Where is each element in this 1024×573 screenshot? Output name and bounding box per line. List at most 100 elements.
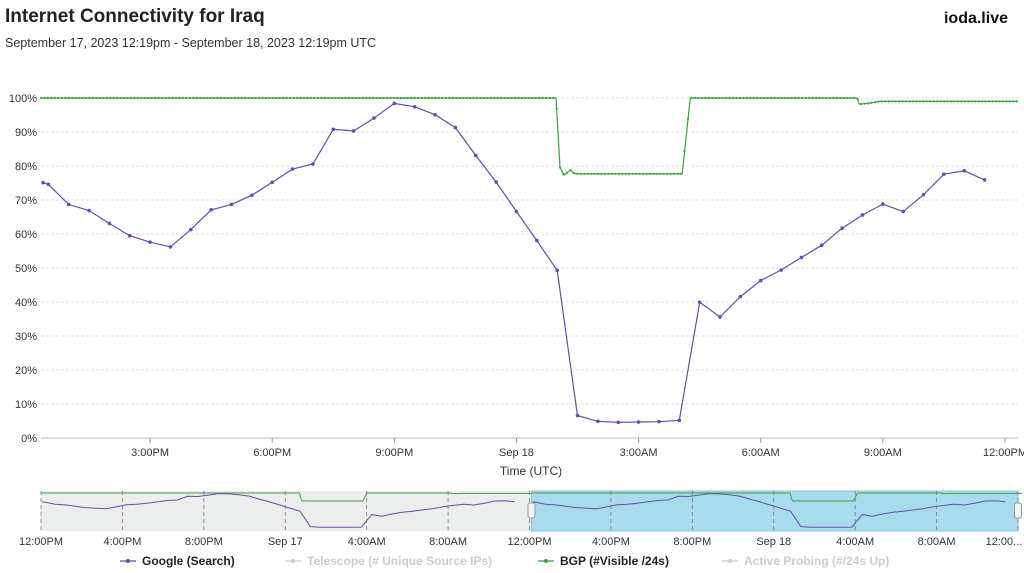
bgp-point[interactable] bbox=[247, 96, 250, 100]
bgp-point[interactable] bbox=[742, 96, 745, 100]
bgp-point[interactable] bbox=[199, 96, 202, 100]
google-point[interactable] bbox=[41, 180, 45, 185]
google-point[interactable] bbox=[453, 125, 458, 130]
bgp-point[interactable] bbox=[257, 96, 261, 100]
bgp-point[interactable] bbox=[500, 96, 503, 100]
bgp-point[interactable] bbox=[842, 96, 845, 100]
bgp-point[interactable] bbox=[967, 100, 970, 103]
bgp-point[interactable] bbox=[451, 96, 454, 100]
bgp-point[interactable] bbox=[278, 96, 281, 100]
bgp-point[interactable] bbox=[43, 96, 46, 100]
bgp-point[interactable] bbox=[458, 96, 461, 100]
google-point[interactable] bbox=[575, 413, 580, 418]
bgp-point[interactable] bbox=[136, 96, 139, 100]
bgp-point[interactable] bbox=[635, 172, 638, 175]
bgp-point[interactable] bbox=[680, 172, 683, 175]
bgp-point[interactable] bbox=[147, 96, 150, 100]
bgp-point[interactable] bbox=[880, 100, 883, 103]
bgp-point[interactable] bbox=[264, 96, 268, 100]
bgp-point[interactable] bbox=[475, 96, 479, 100]
bgp-point[interactable] bbox=[462, 96, 465, 100]
bgp-point[interactable] bbox=[455, 96, 458, 100]
bgp-point[interactable] bbox=[898, 100, 901, 103]
google-point[interactable] bbox=[189, 227, 193, 232]
bgp-point[interactable] bbox=[558, 166, 562, 169]
bgp-point[interactable] bbox=[787, 96, 790, 100]
bgp-point[interactable] bbox=[576, 172, 579, 175]
bgp-point[interactable] bbox=[870, 101, 873, 104]
bgp-point[interactable] bbox=[825, 96, 828, 100]
bgp-point[interactable] bbox=[759, 96, 762, 100]
navigator-handle[interactable] bbox=[527, 502, 536, 519]
google-point[interactable] bbox=[677, 418, 682, 423]
bgp-point[interactable] bbox=[486, 96, 489, 100]
bgp-point[interactable] bbox=[818, 96, 821, 100]
google-point[interactable] bbox=[229, 202, 234, 207]
bgp-point[interactable] bbox=[423, 96, 427, 100]
bgp-point[interactable] bbox=[617, 172, 620, 175]
bgp-point[interactable] bbox=[624, 172, 627, 175]
bgp-point[interactable] bbox=[908, 100, 911, 103]
bgp-point[interactable] bbox=[77, 96, 81, 100]
google-point[interactable] bbox=[942, 172, 946, 176]
bgp-point[interactable] bbox=[631, 172, 634, 175]
bgp-point[interactable] bbox=[67, 96, 70, 100]
bgp-point[interactable] bbox=[731, 96, 735, 100]
bgp-point[interactable] bbox=[88, 96, 91, 100]
navigator[interactable]: 12:00PM 4:00PM 8:00PM Sep 17 4:00AM 8:00AM 12:… bbox=[19, 490, 1022, 548]
bgp-point[interactable] bbox=[295, 96, 299, 100]
bgp-point[interactable] bbox=[275, 96, 278, 100]
bgp-point[interactable] bbox=[202, 96, 205, 100]
google-point[interactable] bbox=[758, 278, 763, 283]
bgp-point[interactable] bbox=[711, 96, 714, 100]
google-point[interactable] bbox=[514, 209, 519, 214]
bgp-point[interactable] bbox=[773, 96, 776, 100]
bgp-point[interactable] bbox=[704, 96, 707, 100]
bgp-point[interactable] bbox=[738, 96, 742, 100]
google-point[interactable] bbox=[636, 420, 641, 424]
bgp-point[interactable] bbox=[749, 96, 752, 100]
bgp-point[interactable] bbox=[669, 172, 672, 175]
google-point[interactable] bbox=[840, 226, 844, 231]
bgp-point[interactable] bbox=[614, 172, 617, 175]
bgp-point[interactable] bbox=[181, 96, 184, 100]
bgp-point[interactable] bbox=[396, 96, 399, 100]
bgp-point[interactable] bbox=[91, 96, 95, 100]
navigator-handle[interactable] bbox=[1014, 502, 1022, 519]
bgp-point[interactable] bbox=[133, 96, 136, 100]
bgp-point[interactable] bbox=[801, 96, 804, 100]
bgp-point[interactable] bbox=[718, 96, 721, 100]
google-point[interactable] bbox=[718, 315, 722, 319]
bgp-point[interactable] bbox=[185, 96, 188, 100]
bgp-point[interactable] bbox=[877, 100, 880, 103]
bgp-point[interactable] bbox=[655, 172, 659, 175]
bgp-point[interactable] bbox=[555, 107, 558, 110]
google-point[interactable] bbox=[148, 240, 152, 244]
bgp-point[interactable] bbox=[569, 169, 572, 172]
google-point[interactable] bbox=[372, 116, 376, 120]
bgp-point[interactable] bbox=[638, 172, 641, 175]
bgp-point[interactable] bbox=[884, 100, 887, 103]
bgp-point[interactable] bbox=[552, 96, 555, 100]
bgp-point[interactable] bbox=[873, 101, 877, 104]
bgp-point[interactable] bbox=[482, 96, 486, 100]
bgp-point[interactable] bbox=[230, 96, 233, 100]
bgp-point[interactable] bbox=[122, 96, 126, 100]
bgp-point[interactable] bbox=[565, 171, 569, 174]
bgp-point[interactable] bbox=[410, 96, 413, 100]
bgp-point[interactable] bbox=[531, 96, 534, 100]
google-point[interactable] bbox=[535, 238, 539, 243]
bgp-point[interactable] bbox=[244, 96, 247, 100]
bgp-point[interactable] bbox=[347, 96, 351, 100]
bgp-point[interactable] bbox=[472, 96, 475, 100]
bgp-point[interactable] bbox=[167, 96, 171, 100]
bgp-point[interactable] bbox=[925, 100, 928, 103]
google-point[interactable] bbox=[412, 105, 417, 109]
google-point[interactable] bbox=[494, 180, 498, 184]
bgp-point[interactable] bbox=[126, 96, 129, 100]
bgp-point[interactable] bbox=[192, 96, 195, 100]
legend-item[interactable]: Telescope (# Unique Source IPs) bbox=[285, 554, 492, 568]
bgp-point[interactable] bbox=[250, 96, 254, 100]
bgp-point[interactable] bbox=[354, 96, 357, 100]
bgp-point[interactable] bbox=[174, 96, 178, 100]
